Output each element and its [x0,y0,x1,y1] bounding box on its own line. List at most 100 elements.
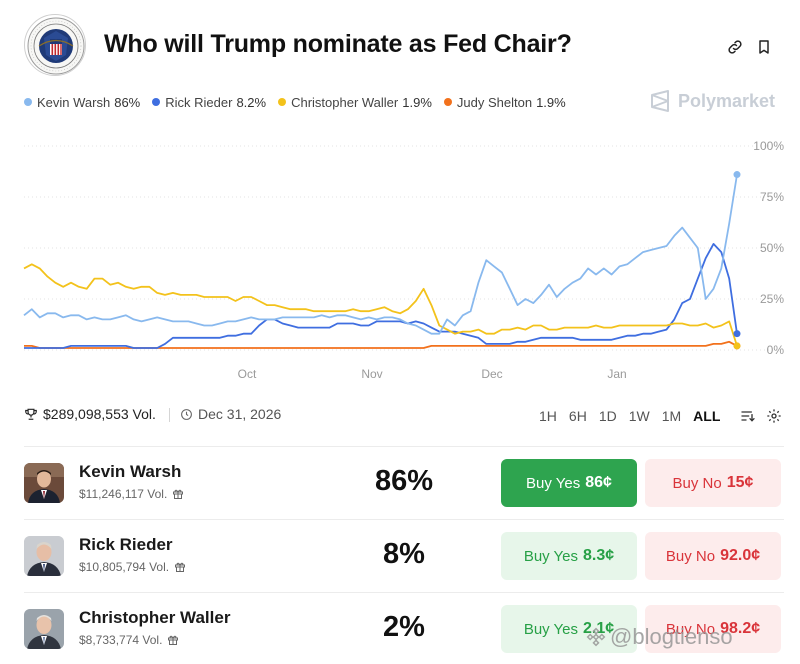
chart-legend: Kevin Warsh 86% Rick Rieder 8.2% Christo… [24,92,578,112]
y-tick-label: 75% [760,190,784,204]
legend-name: Christopher Waller [291,94,399,110]
range-1d[interactable]: 1D [598,408,617,424]
end-date: Dec 31, 2026 [180,406,281,422]
trophy-icon [25,408,37,420]
candidate-volume-text: $11,246,117 Vol. [79,487,168,501]
legend-name: Judy Shelton [456,94,533,110]
outcome-row-christopher-waller[interactable]: Christopher Waller $8,733,774 Vol. 2% Bu… [24,592,784,664]
buy-no-label: Buy No [665,547,716,565]
legend-value: 8.2% [236,94,267,110]
series-endpoint-kevin-warsh [733,171,741,179]
legend-value: 1.9% [536,94,566,110]
legend-dot [152,98,161,106]
candidate-name[interactable]: Kevin Warsh [79,462,182,481]
copy-link-icon[interactable] [724,36,746,58]
time-range-selector: 1H 6H 1D 1W 1M ALL [539,406,784,426]
legend-dot [24,98,32,106]
binance-diamond-icon [586,627,606,647]
y-tick-label: 50% [760,241,784,255]
candidate-volume-text: $10,805,794 Vol. [79,560,170,574]
x-tick-label: Jan [607,367,626,381]
buy-no-price: 92.0¢ [720,547,761,564]
gift-icon [173,489,184,499]
federal-reserve-seal-logo [24,14,86,76]
market-title: Who will Trump nominate as Fed Chair? [104,30,572,58]
buy-yes-price: 86¢ [585,474,612,491]
polymarket-logo-icon [651,90,669,112]
outcome-row-rick-rieder[interactable]: Rick Rieder $10,805,794 Vol. 8% Buy Yes … [24,519,784,591]
range-1w[interactable]: 1W [628,408,650,424]
filter-lines-icon[interactable] [738,406,758,426]
buy-no-button[interactable]: Buy No 92.0¢ [645,532,781,580]
series-line-kevin-warsh [23,174,738,335]
gift-icon [175,562,186,572]
series-line-christopher-waller [23,263,738,347]
y-tick-label: 0% [767,343,785,357]
legend-item-judy-shelton: Judy Shelton 1.9% [443,94,566,110]
outcome-row-kevin-warsh[interactable]: Kevin Warsh $11,246,117 Vol. 86% Buy Yes… [24,446,784,518]
avatar [24,536,64,576]
watermark-text: @blogtienso [610,624,733,649]
candidate-volume: $11,246,117 Vol. [79,487,184,501]
buy-yes-label: Buy Yes [526,474,581,492]
watermark: @blogtienso [586,624,733,650]
outcome-probability: 2% [383,611,425,643]
price-history-chart[interactable]: 100% 75% 50% 25% 0% Oct Nov Dec Jan [0,130,800,390]
buy-yes-button[interactable]: Buy Yes 86¢ [501,459,637,507]
avatar [24,463,64,503]
series-line-rick-rieder [24,243,738,349]
legend-dot [443,98,452,106]
legend-dot [278,98,287,106]
total-volume: $289,098,553 Vol. [24,406,156,422]
legend-value: 1.9% [402,94,432,110]
y-tick-label: 100% [753,139,784,153]
legend-item-rick-rieder: Rick Rieder 8.2% [152,95,266,110]
total-volume-text: $289,098,553 Vol. [43,406,156,422]
buy-no-label: Buy No [672,474,722,492]
polymarket-wordmark: Polymarket [678,90,776,111]
buy-yes-label: Buy Yes [523,547,579,565]
buy-no-button[interactable]: Buy No 98.2¢ [645,605,781,653]
candidate-volume: $8,733,774 Vol. [79,633,179,647]
candidate-volume: $10,805,794 Vol. [79,560,186,574]
buy-no-price: 98.2¢ [720,620,761,637]
gift-icon [168,635,179,645]
series-endpoint-christopher-waller [733,342,741,350]
y-tick-label: 25% [760,292,784,306]
buy-yes-button[interactable]: Buy Yes 8.3¢ [501,532,637,580]
avatar [24,609,64,649]
range-6h[interactable]: 6H [568,408,587,424]
legend-name: Kevin Warsh [37,94,111,110]
buy-yes-price: 8.3¢ [583,547,615,564]
x-tick-label: Dec [481,367,502,381]
legend-item-christopher-waller: Christopher Waller 1.9% [278,95,432,110]
x-tick-label: Oct [238,367,257,381]
market-meta-bar: $289,098,553 Vol. Dec 31, 2026 1H 6H 1D … [24,404,784,426]
polymarket-brand: Polymarket [650,90,775,112]
range-1m[interactable]: 1M [661,408,682,424]
buy-no-button[interactable]: Buy No 15¢ [645,459,781,507]
outcome-probability: 86% [374,465,434,497]
legend-item-kevin-warsh: Kevin Warsh 86% [24,95,140,110]
candidate-name[interactable]: Rick Rieder [79,535,173,554]
outcome-probability: 8% [383,538,425,570]
series-endpoint-rick-rieder [733,330,741,338]
range-all[interactable]: ALL [693,408,721,424]
bookmark-icon[interactable] [753,36,775,58]
legend-name: Rick Rieder [165,94,233,110]
buy-no-label: Buy No [665,620,716,638]
legend-value: 86% [114,94,141,110]
buy-yes-button[interactable]: Buy Yes 2.1¢ [501,605,637,653]
candidate-name[interactable]: Christopher Waller [79,608,231,627]
settings-gear-icon[interactable] [764,406,784,426]
divider [169,408,170,422]
buy-no-price: 15¢ [726,474,754,491]
clock-icon [181,408,192,420]
buy-yes-label: Buy Yes [523,620,579,638]
end-date-text: Dec 31, 2026 [198,406,282,422]
range-1h[interactable]: 1H [539,408,557,424]
market-header: Who will Trump nominate as Fed Chair? [24,14,784,78]
candidate-volume-text: $8,733,774 Vol. [79,633,163,647]
x-tick-label: Nov [361,367,382,381]
buy-yes-price: 2.1¢ [583,620,615,637]
